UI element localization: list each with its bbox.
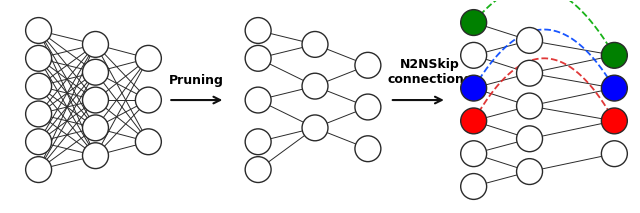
Circle shape — [245, 87, 271, 113]
Circle shape — [83, 87, 108, 113]
Circle shape — [461, 10, 486, 36]
Circle shape — [461, 75, 486, 101]
Circle shape — [602, 108, 627, 134]
Circle shape — [245, 18, 271, 43]
Circle shape — [26, 157, 52, 183]
Circle shape — [83, 143, 108, 169]
Circle shape — [461, 108, 486, 134]
Circle shape — [355, 94, 381, 120]
Circle shape — [136, 45, 161, 71]
Circle shape — [83, 115, 108, 141]
Circle shape — [355, 136, 381, 162]
Text: Pruning: Pruning — [169, 74, 224, 87]
Circle shape — [83, 59, 108, 85]
Circle shape — [136, 129, 161, 155]
Circle shape — [516, 93, 543, 119]
Circle shape — [26, 18, 52, 43]
Circle shape — [602, 75, 627, 101]
Circle shape — [26, 101, 52, 127]
Circle shape — [245, 45, 271, 71]
Circle shape — [516, 126, 543, 152]
Circle shape — [136, 87, 161, 113]
Circle shape — [516, 27, 543, 53]
Circle shape — [355, 52, 381, 78]
Circle shape — [516, 159, 543, 184]
Circle shape — [602, 42, 627, 68]
Circle shape — [83, 32, 108, 57]
Circle shape — [302, 115, 328, 141]
Circle shape — [461, 141, 486, 167]
Circle shape — [26, 45, 52, 71]
Circle shape — [245, 157, 271, 183]
Circle shape — [516, 60, 543, 86]
Circle shape — [302, 32, 328, 57]
Circle shape — [602, 141, 627, 167]
Text: N2NSkip
connections: N2NSkip connections — [388, 58, 472, 86]
Circle shape — [461, 174, 486, 199]
Circle shape — [26, 73, 52, 99]
Circle shape — [26, 129, 52, 155]
Circle shape — [245, 129, 271, 155]
Circle shape — [302, 73, 328, 99]
Circle shape — [461, 42, 486, 68]
